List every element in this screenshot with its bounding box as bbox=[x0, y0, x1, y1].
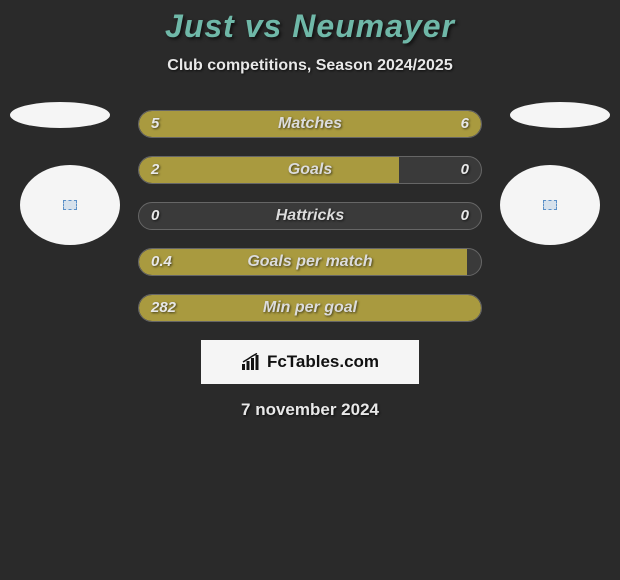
stat-row: 282Min per goal bbox=[138, 294, 482, 322]
stat-label: Goals bbox=[139, 157, 481, 183]
stat-label: Min per goal bbox=[139, 295, 481, 321]
stat-row: 0.4Goals per match bbox=[138, 248, 482, 276]
right-player-blob bbox=[510, 102, 610, 128]
stat-label: Hattricks bbox=[139, 203, 481, 229]
comparison-infographic: Just vs Neumayer Club competitions, Seas… bbox=[0, 0, 620, 420]
stat-row: 0Hattricks0 bbox=[138, 202, 482, 230]
stat-row: 2Goals0 bbox=[138, 156, 482, 184]
stat-value-right: 0 bbox=[461, 203, 469, 229]
date-label: 7 november 2024 bbox=[0, 400, 620, 420]
brand-text: FcTables.com bbox=[267, 352, 379, 372]
placeholder-icon bbox=[63, 200, 77, 210]
stat-label: Goals per match bbox=[139, 249, 481, 275]
stat-value-right: 0 bbox=[461, 157, 469, 183]
left-player-avatar bbox=[20, 165, 120, 245]
stat-value-right: 6 bbox=[461, 111, 469, 137]
stat-label: Matches bbox=[139, 111, 481, 137]
brand-box: FcTables.com bbox=[201, 340, 419, 384]
right-player-avatar bbox=[500, 165, 600, 245]
brand-chart-icon bbox=[241, 353, 263, 371]
left-player-blob bbox=[10, 102, 110, 128]
stat-row: 5Matches6 bbox=[138, 110, 482, 138]
subtitle: Club competitions, Season 2024/2025 bbox=[0, 57, 620, 75]
stat-bars: 5Matches62Goals00Hattricks00.4Goals per … bbox=[138, 110, 482, 322]
stats-area: 5Matches62Goals00Hattricks00.4Goals per … bbox=[0, 110, 620, 322]
page-title: Just vs Neumayer bbox=[0, 8, 620, 45]
placeholder-icon bbox=[543, 200, 557, 210]
